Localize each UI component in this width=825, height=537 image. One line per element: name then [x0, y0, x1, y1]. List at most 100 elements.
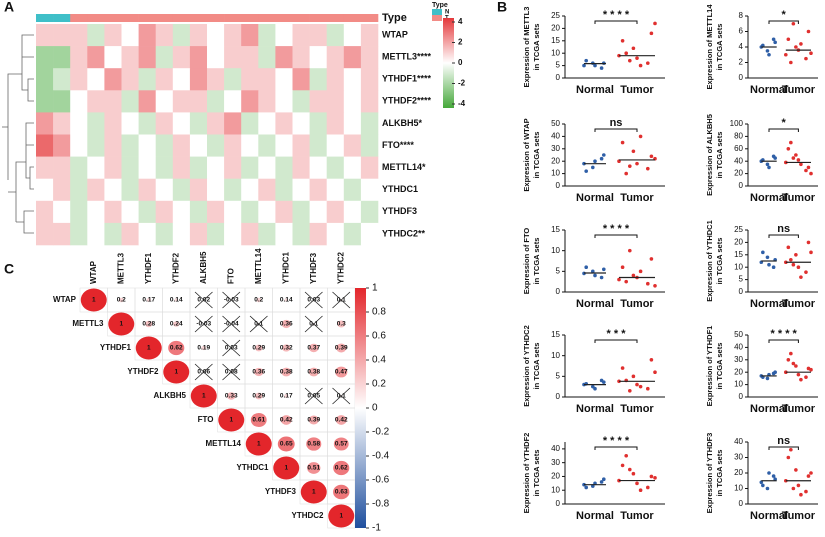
heatmap-cell [104, 200, 122, 224]
column-label: FTO [226, 268, 235, 284]
heatmap-cell [292, 200, 310, 224]
significance-label: * * * * [603, 9, 630, 21]
correlation-circle [300, 480, 327, 504]
correlation-value: 1 [339, 513, 343, 520]
heatmap-cell [292, 134, 310, 157]
data-point [799, 275, 803, 279]
heatmap-cell [343, 134, 362, 157]
heatmap-cell [326, 134, 345, 157]
heatmap-cell [207, 112, 225, 135]
heatmap-cell [36, 134, 54, 157]
correlation-circle [254, 392, 263, 400]
y-axis-label: Expression of YTHDF2 [522, 433, 531, 514]
data-point [799, 377, 803, 382]
data-point [794, 153, 798, 157]
y-tick-label: 40 [551, 444, 560, 453]
correlation-circle [337, 320, 346, 328]
heatmap-cell [258, 46, 276, 69]
data-point [799, 162, 803, 167]
annotation-cell [53, 14, 71, 22]
row-label: METTL3**** [382, 52, 432, 62]
annotation-cell [121, 14, 139, 22]
correlation-value: 0.29 [252, 393, 265, 400]
correlation-circle [118, 297, 124, 303]
correlation-value: 0.61 [252, 417, 265, 424]
heatmap-cell [241, 112, 259, 135]
data-point [653, 370, 657, 375]
y-tick-label: 10 [734, 484, 743, 493]
significance-bracket [768, 128, 799, 132]
annotation-cell [207, 14, 225, 22]
annotation-cell [326, 14, 345, 22]
correlation-circle [250, 412, 267, 428]
row-label: YTHDF2 [127, 367, 159, 376]
annotation-cell [36, 14, 54, 22]
y-axis-label: Expression of METTL3 [522, 7, 531, 88]
insignificant-cross [304, 291, 323, 309]
data-point [646, 485, 650, 490]
x-tick-label: Tumor [782, 298, 816, 310]
correlation-value: 0.39 [335, 345, 348, 352]
annotation-cell [104, 14, 122, 22]
row-label: YTHDC1 [236, 463, 269, 472]
heatmap-cell [207, 156, 225, 179]
correlation-value: 0.37 [307, 345, 320, 352]
heatmap-cell [207, 68, 225, 91]
y-tick-label: 0 [739, 392, 744, 401]
x-tick-label: Normal [750, 510, 788, 522]
y-axis-label: Expression of YTHDF3 [705, 433, 714, 514]
data-point [638, 384, 643, 389]
correlation-circle [284, 394, 289, 398]
data-point [794, 364, 798, 368]
heatmap-cell [121, 178, 139, 202]
data-point [628, 248, 632, 253]
data-point [653, 284, 657, 288]
heatmap-cell [275, 90, 293, 113]
correlation-circle [135, 336, 162, 360]
correlation-value: 1 [202, 393, 206, 400]
data-point [620, 39, 625, 43]
data-point [789, 140, 793, 145]
data-point [593, 273, 597, 278]
colorbar-label: -0.2 [372, 427, 390, 438]
heatmap-cell [360, 46, 379, 69]
y-tick-label: 0 [739, 181, 744, 190]
data-point [765, 255, 770, 260]
correlation-circle [335, 415, 347, 425]
heatmap-cell [121, 200, 139, 224]
heatmap-cell [343, 68, 362, 91]
data-point [794, 45, 798, 49]
heatmap-cell [87, 112, 105, 135]
data-point [602, 477, 606, 482]
y-axis-label: Expression of ALKBH5 [705, 114, 714, 196]
row-label: ALKBH5 [154, 391, 187, 400]
heatmap-cell [224, 46, 242, 69]
data-point [602, 153, 606, 157]
y-axis-label: in TCGA sets [532, 24, 541, 71]
heatmap-cell [36, 112, 54, 135]
heatmap-cell [343, 178, 362, 202]
heatmap-cell [172, 46, 191, 69]
heatmap-cell [87, 46, 105, 69]
heatmap-cell [309, 134, 327, 157]
x-tick-label: Tumor [782, 84, 816, 96]
heatmap-cell [104, 90, 122, 113]
heatmap-cell [343, 24, 362, 47]
heatmap-cell [309, 178, 327, 202]
row-label: YTHDC1 [382, 184, 418, 194]
y-tick-label: 30 [734, 453, 743, 462]
y-tick-label: 10 [551, 351, 560, 360]
heatmap-cell [70, 222, 88, 246]
heatmap-cell [53, 200, 71, 224]
colorbar-label: -0.6 [372, 475, 390, 486]
heatmap-cell [343, 112, 362, 135]
legend-label: N [445, 10, 449, 16]
correlation-value: 1 [257, 441, 261, 448]
correlation-circle [254, 367, 264, 377]
significance-label: * * * [607, 328, 627, 340]
data-point [591, 165, 595, 170]
heatmap-cell [138, 178, 156, 202]
y-axis-label: in TCGA sets [532, 450, 541, 497]
data-point [638, 134, 643, 139]
